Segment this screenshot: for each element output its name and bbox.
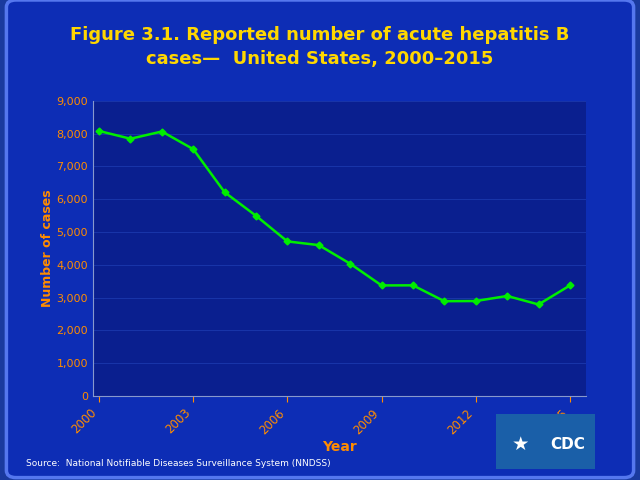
X-axis label: Year: Year xyxy=(322,440,356,454)
FancyBboxPatch shape xyxy=(491,411,600,472)
Text: ★: ★ xyxy=(512,435,529,454)
Text: CDC: CDC xyxy=(550,437,585,452)
Text: cases—  United States, 2000–2015: cases— United States, 2000–2015 xyxy=(147,50,493,68)
FancyBboxPatch shape xyxy=(6,0,634,478)
Text: Source:  National Notifiable Diseases Surveillance System (NNDSS): Source: National Notifiable Diseases Sur… xyxy=(26,459,330,468)
Y-axis label: Number of cases: Number of cases xyxy=(40,190,54,307)
Text: Figure 3.1. Reported number of acute hepatitis B: Figure 3.1. Reported number of acute hep… xyxy=(70,26,570,45)
